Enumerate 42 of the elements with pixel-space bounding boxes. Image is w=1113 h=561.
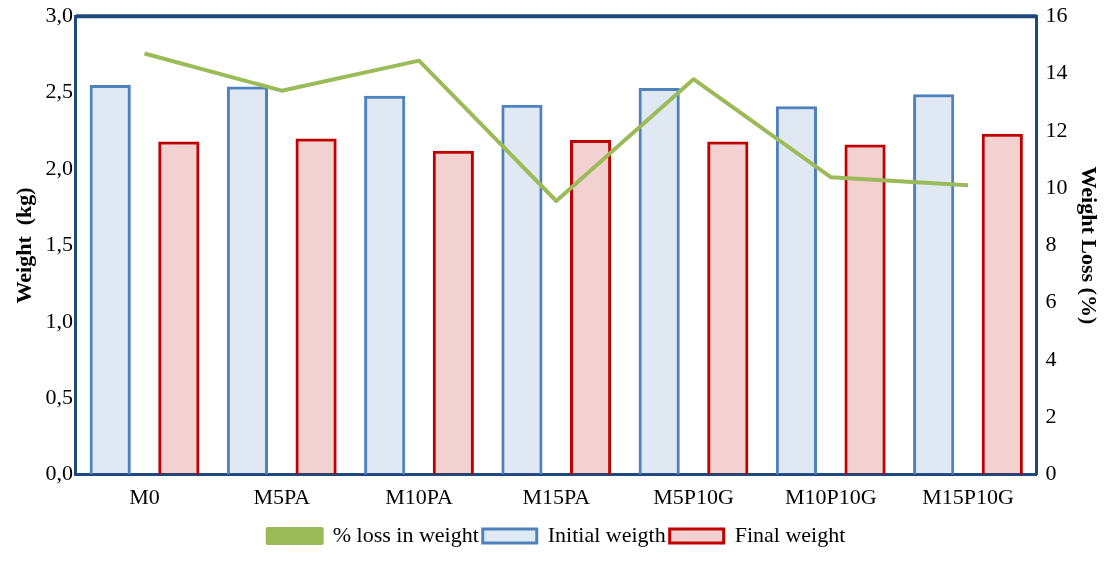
legend-label: Initial weigth — [547, 521, 666, 547]
y2-axis-title: Weight Loss (%) — [1077, 166, 1103, 325]
y2-tick-label: 0 — [1045, 460, 1057, 486]
y-tick-label: 3,0 — [45, 1, 73, 27]
y-axis-title: Weight (kg) — [10, 187, 36, 304]
bar — [432, 150, 474, 475]
bar — [844, 144, 886, 475]
bar — [981, 133, 1023, 475]
bar — [775, 106, 818, 475]
x-tick-label: M10P10G — [784, 483, 877, 509]
y-tick-label: 1,5 — [45, 231, 73, 257]
y2-tick-label: 14 — [1045, 59, 1068, 85]
y-tick-label: 0,0 — [45, 460, 73, 486]
y2-tick-label: 12 — [1045, 116, 1068, 142]
bar — [501, 104, 543, 475]
y-tick-label: 0,5 — [45, 383, 73, 409]
y2-tick-label: 6 — [1045, 288, 1057, 314]
x-tick-label: M10PA — [385, 483, 453, 509]
bar — [226, 86, 269, 475]
bar — [364, 95, 406, 475]
bar — [158, 141, 200, 475]
y2-tick-label: 16 — [1045, 1, 1068, 27]
legend-label: % loss in weight — [332, 521, 479, 547]
x-tick-label: M15P10G — [922, 483, 1014, 509]
x-tick-label: M5PA — [253, 483, 311, 509]
y-tick-label: 2,5 — [45, 78, 73, 104]
bar — [295, 138, 337, 475]
bar — [638, 88, 680, 475]
bar — [913, 94, 955, 475]
y2-tick-label: 4 — [1045, 345, 1057, 371]
legend-label: Final weight — [734, 521, 846, 547]
bar — [89, 84, 131, 475]
y-tick-label: 1,0 — [45, 307, 73, 333]
y-tick-label: 2,0 — [45, 154, 73, 180]
y2-tick-label: 2 — [1045, 403, 1057, 429]
x-tick-label: M0 — [129, 483, 160, 509]
x-tick-label: M15PA — [522, 483, 591, 509]
x-tick-label: M5P10G — [653, 483, 734, 509]
bar — [707, 141, 749, 475]
bar — [569, 139, 612, 475]
y2-tick-label: 10 — [1045, 173, 1068, 199]
y2-tick-label: 8 — [1045, 231, 1057, 257]
